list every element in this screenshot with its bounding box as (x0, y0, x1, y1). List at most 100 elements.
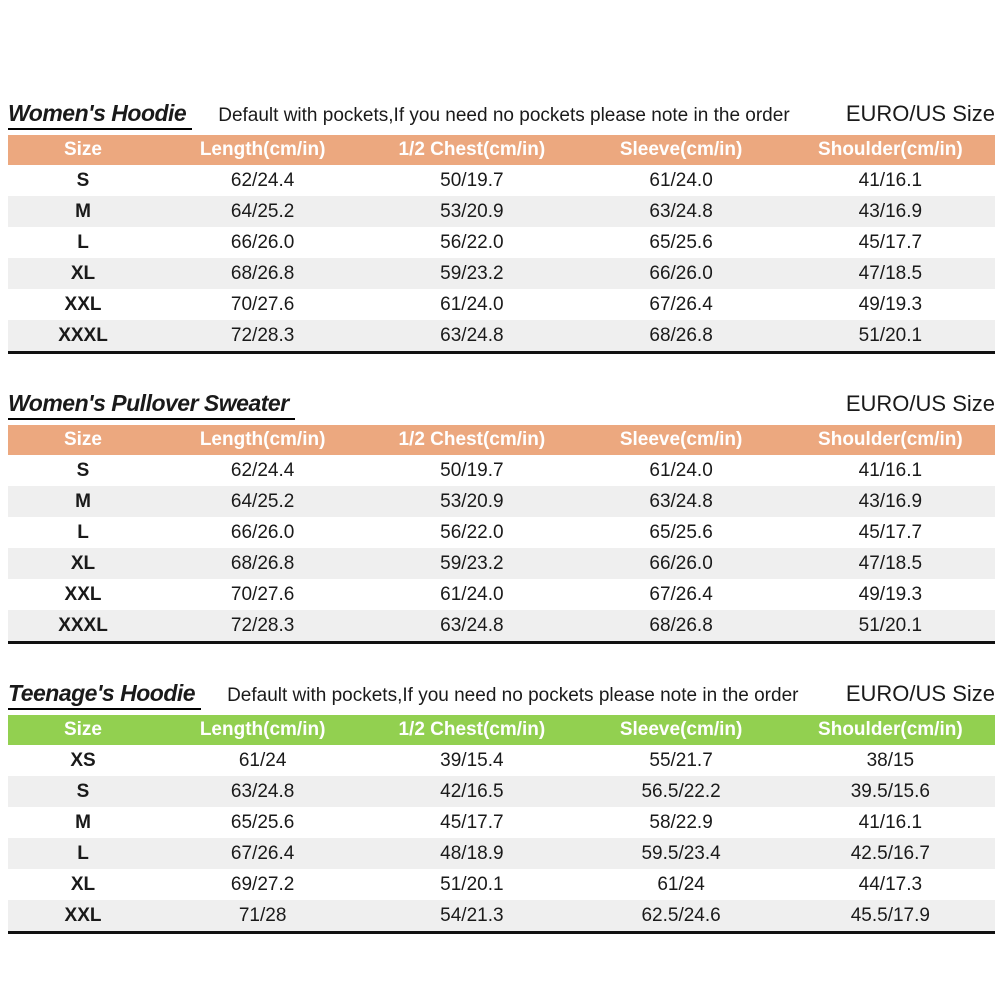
table-row: XXXL 72/28.3 63/24.8 68/26.8 51/20.1 (8, 320, 995, 353)
shoulder-cell: 38/15 (866, 749, 915, 771)
shoulder-cell: 51/20.1 (858, 614, 923, 636)
size-cell: L (77, 231, 89, 253)
table-section-teenages-hoodie: Teenage's Hoodie Default with pockets,If… (8, 680, 995, 934)
table-section-womens-pullover-sweater: Women's Pullover Sweater EURO/US Size Si… (8, 390, 995, 644)
size-cell: L (77, 521, 89, 543)
size-cell: XXXL (58, 324, 108, 346)
chest-cell: 50/19.7 (440, 459, 504, 481)
sleeve-cell: 68/26.8 (649, 614, 713, 636)
sleeve-cell: 63/24.8 (649, 490, 713, 512)
table-title: Teenage's Hoodie (8, 680, 202, 710)
chest-cell: 63/24.8 (440, 324, 504, 346)
shoulder-cell: 47/18.5 (858, 262, 923, 284)
sleeve-cell: 61/24.0 (649, 169, 713, 191)
sleeve-cell: 67/26.4 (649, 583, 713, 605)
table-row: S 62/24.4 50/19.7 61/24.0 41/16.1 (8, 455, 995, 486)
table-row: L 66/26.0 56/22.0 65/25.6 45/17.7 (8, 227, 995, 258)
chest-cell: 59/23.2 (440, 552, 504, 574)
shoulder-cell: 45/17.7 (858, 231, 923, 253)
shoulder-cell: 49/19.3 (858, 293, 923, 315)
size-cell: S (76, 459, 90, 481)
column-header-chest: 1/2 Chest(cm/in) (398, 139, 546, 160)
size-cell: L (77, 842, 89, 864)
length-cell: 65/25.6 (230, 811, 295, 833)
sleeve-cell: 67/26.4 (649, 293, 713, 315)
size-cell: M (75, 200, 91, 222)
chest-cell: 53/20.9 (440, 490, 504, 512)
size-cell: S (76, 780, 90, 802)
shoulder-cell: 51/20.1 (858, 324, 923, 346)
sleeve-cell: 62.5/24.6 (641, 904, 721, 926)
length-cell: 71/28 (238, 904, 287, 926)
shoulder-cell: 43/16.9 (858, 200, 923, 222)
header-row: Size Length(cm/in) 1/2 Chest(cm/in) Slee… (8, 715, 995, 745)
table-row: XL 68/26.8 59/23.2 66/26.0 47/18.5 (8, 258, 995, 289)
size-cell: XS (70, 749, 96, 771)
table-title-row: Women's Hoodie Default with pockets,If y… (8, 100, 995, 130)
size-cell: M (75, 811, 91, 833)
sleeve-cell: 66/26.0 (649, 552, 713, 574)
size-cell: XXL (64, 293, 102, 315)
length-cell: 63/24.8 (230, 780, 295, 802)
sleeve-cell: 63/24.8 (649, 200, 713, 222)
table-title-row: Teenage's Hoodie Default with pockets,If… (8, 680, 995, 710)
column-header-shoulder: Shoulder(cm/in) (818, 429, 963, 450)
sleeve-cell: 56.5/22.2 (641, 780, 721, 802)
size-cell: M (75, 490, 91, 512)
table-title: Women's Hoodie (8, 100, 193, 130)
column-header-size: Size (63, 139, 103, 160)
length-cell: 62/24.4 (230, 459, 295, 481)
chest-cell: 53/20.9 (440, 200, 504, 222)
sleeve-cell: 65/25.6 (649, 231, 713, 253)
length-cell: 66/26.0 (230, 231, 295, 253)
shoulder-cell: 43/16.9 (858, 490, 923, 512)
length-cell: 67/26.4 (230, 842, 295, 864)
shoulder-cell: 45/17.7 (858, 521, 923, 543)
size-standard-label: EURO/US Size (845, 391, 995, 416)
shoulder-cell: 39.5/15.6 (850, 780, 930, 802)
shoulder-cell: 42.5/16.7 (850, 842, 930, 864)
chest-cell: 51/20.1 (440, 873, 504, 895)
sleeve-cell: 66/26.0 (649, 262, 713, 284)
size-cell: XL (70, 873, 96, 895)
column-header-sleeve: Sleeve(cm/in) (619, 139, 743, 160)
shoulder-cell: 41/16.1 (858, 459, 923, 481)
column-header-shoulder: Shoulder(cm/in) (818, 719, 963, 740)
sleeve-cell: 65/25.6 (649, 521, 713, 543)
table-title: Women's Pullover Sweater (8, 390, 295, 420)
size-cell: S (76, 169, 90, 191)
table-row: XXXL 72/28.3 63/24.8 68/26.8 51/20.1 (8, 610, 995, 643)
sleeve-cell: 68/26.8 (649, 324, 713, 346)
chest-cell: 59/23.2 (440, 262, 504, 284)
size-standard-label: EURO/US Size (845, 101, 995, 126)
chest-cell: 56/22.0 (440, 521, 504, 543)
sleeve-cell: 55/21.7 (649, 749, 713, 771)
column-header-length: Length(cm/in) (199, 429, 326, 450)
sleeve-cell: 61/24.0 (649, 459, 713, 481)
length-cell: 70/27.6 (230, 293, 295, 315)
column-header-chest: 1/2 Chest(cm/in) (398, 429, 546, 450)
length-cell: 72/28.3 (230, 324, 295, 346)
chest-cell: 50/19.7 (440, 169, 504, 191)
column-header-sleeve: Sleeve(cm/in) (619, 719, 743, 740)
chest-cell: 61/24.0 (440, 583, 504, 605)
table-row: M 64/25.2 53/20.9 63/24.8 43/16.9 (8, 196, 995, 227)
size-cell: XL (70, 552, 96, 574)
table-row: L 67/26.4 48/18.9 59.5/23.4 42.5/16.7 (8, 838, 995, 869)
length-cell: 70/27.6 (230, 583, 295, 605)
column-header-shoulder: Shoulder(cm/in) (818, 139, 963, 160)
column-header-size: Size (63, 429, 103, 450)
length-cell: 66/26.0 (230, 521, 295, 543)
shoulder-cell: 41/16.1 (858, 811, 923, 833)
table-section-womens-hoodie: Women's Hoodie Default with pockets,If y… (8, 100, 995, 354)
length-cell: 72/28.3 (230, 614, 295, 636)
sleeve-cell: 59.5/23.4 (641, 842, 721, 864)
sleeve-cell: 61/24 (657, 873, 705, 895)
length-cell: 69/27.2 (230, 873, 295, 895)
size-table-teenages-hoodie: Size Length(cm/in) 1/2 Chest(cm/in) Slee… (8, 715, 995, 934)
chest-cell: 56/22.0 (440, 231, 504, 253)
table-row: S 62/24.4 50/19.7 61/24.0 41/16.1 (8, 165, 995, 196)
table-row: S 63/24.8 42/16.5 56.5/22.2 39.5/15.6 (8, 776, 995, 807)
chest-cell: 61/24.0 (440, 293, 504, 315)
